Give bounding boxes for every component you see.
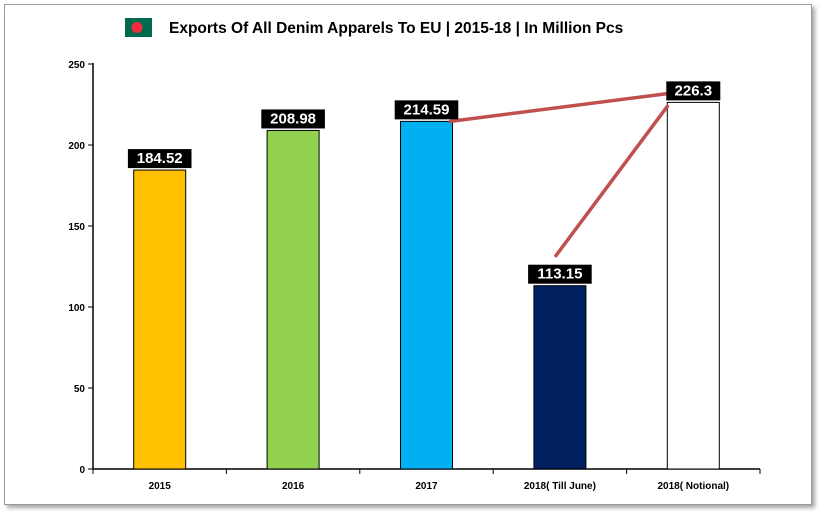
x-tick-label: 2018( Till June) bbox=[524, 481, 596, 492]
annotation-line bbox=[448, 90, 680, 124]
data-label-box bbox=[666, 81, 721, 101]
bar bbox=[133, 169, 187, 470]
chart-title: Exports Of All Denim Apparels To EU | 20… bbox=[169, 20, 623, 37]
x-tick-label: 2018( Notional) bbox=[657, 481, 729, 492]
data-label: 184.52 bbox=[127, 149, 192, 169]
data-label-text: 184.52 bbox=[137, 150, 183, 167]
data-label-text: 214.59 bbox=[404, 101, 450, 118]
y-tick-label: 250 bbox=[68, 60, 85, 71]
y-tick-label: 100 bbox=[68, 303, 85, 314]
bars bbox=[133, 101, 720, 470]
annotation-line bbox=[554, 104, 670, 258]
data-label: 214.59 bbox=[394, 100, 459, 120]
bar bbox=[666, 101, 720, 470]
y-tick-label: 150 bbox=[68, 222, 85, 233]
y-tick-label: 0 bbox=[79, 465, 85, 476]
data-label-box bbox=[394, 100, 459, 120]
data-labels: 184.52 208.98 214.59 113.15 226.3 bbox=[127, 81, 721, 284]
y-tick-label: 50 bbox=[74, 384, 86, 395]
x-tick-label: 2017 bbox=[415, 481, 438, 492]
bar bbox=[533, 285, 587, 470]
data-label-text: 226.3 bbox=[675, 82, 713, 99]
bar bbox=[266, 129, 320, 470]
data-label: 208.98 bbox=[261, 109, 325, 129]
data-label-box bbox=[127, 149, 192, 169]
bangladesh-flag-icon bbox=[125, 18, 152, 37]
data-label-box bbox=[528, 264, 592, 284]
data-label: 113.15 bbox=[528, 264, 592, 284]
x-tick-label: 2016 bbox=[282, 481, 305, 492]
axes: 0 50 100 150 200 250 2015 2016 2017 2018( Till Ju… bbox=[68, 60, 761, 492]
y-tick-label: 200 bbox=[68, 141, 85, 152]
data-label-text: 113.15 bbox=[537, 266, 582, 283]
data-label-text: 208.98 bbox=[270, 110, 316, 127]
x-tick-label: 2015 bbox=[149, 481, 172, 492]
data-label: 226.3 bbox=[666, 81, 721, 101]
bar bbox=[400, 120, 453, 470]
annotation-lines bbox=[448, 90, 680, 258]
data-label-box bbox=[261, 109, 325, 129]
